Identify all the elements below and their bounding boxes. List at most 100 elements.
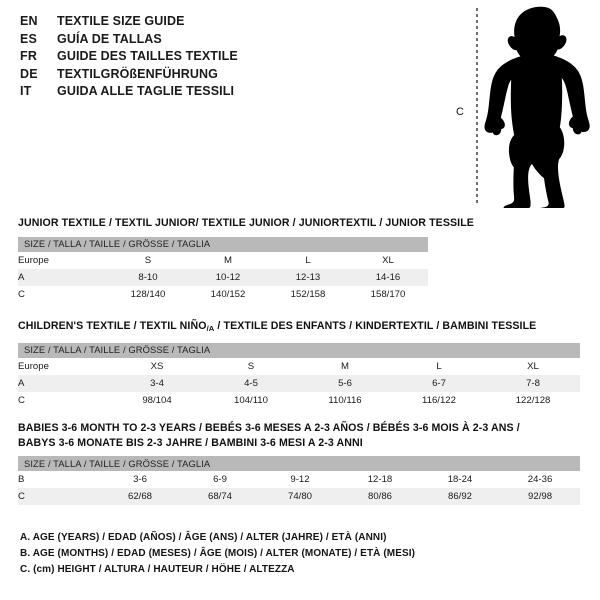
language-code: EN	[20, 14, 38, 28]
row-value: 3-4	[110, 374, 204, 392]
row-value: 110/116	[328, 394, 362, 406]
band-label: SIZE / TALLA / TAILLE / GRÖSSE / TAGLIA	[24, 457, 211, 469]
legend-line-b: B. AGE (MONTHS) / EDAD (MESES) / ÂGE (MO…	[20, 548, 416, 559]
band-cell: SIZE / TALLA / TAILLE / GRÖSSE / TAGLIA	[18, 236, 428, 252]
row-value: 14-16	[348, 268, 428, 286]
language-title: GUIDE DES TAILLES TEXTILE	[57, 49, 238, 63]
row-value: 62/68	[100, 488, 180, 505]
section-title-babies-line1: BABIES 3-6 MONTH TO 2-3 YEARS / BEBÉS 3-…	[18, 422, 520, 434]
band-cell: SIZE / TALLA / TAILLE / GRÖSSE / TAGLIA	[18, 456, 581, 471]
row-value: 128/140	[130, 288, 166, 300]
legend-line-a: A. AGE (YEARS) / EDAD (AÑOS) / ÂGE (ANS)…	[20, 532, 387, 543]
legend-line-c: C. (cm) HEIGHT / ALTURA / HAUTEUR / HÖHE…	[20, 564, 295, 575]
row-label: A	[18, 374, 110, 392]
row-value: L	[436, 360, 442, 372]
language-row: FR GUIDE DES TAILLES TEXTILE	[20, 49, 440, 67]
toddler-silhouette	[484, 6, 590, 208]
row-value: XS	[150, 360, 164, 372]
row-label: A	[18, 268, 108, 286]
table-row: A 3-4 4-5 5-6 6-7 7-8	[18, 374, 581, 392]
row-value: 12-13	[268, 268, 348, 286]
row-value: 86/92	[420, 488, 500, 505]
row-value: 104/110	[234, 394, 268, 406]
section-children-textile: CHILDREN'S TEXTILE / TEXTIL NIÑO/A / TEX…	[18, 319, 581, 409]
table-row: A 8-10 10-12 12-13 14-16	[18, 268, 428, 286]
row-value: 6-9	[213, 474, 227, 485]
children-size-table: SIZE / TALLA / TAILLE / GRÖSSE / TAGLIA …	[18, 342, 581, 409]
row-value: 6-7	[392, 374, 486, 392]
language-code: DE	[20, 66, 38, 81]
language-title-block: EN TEXTILE SIZE GUIDE ES GUÍA DE TALLAS …	[20, 14, 440, 102]
row-value: M	[341, 360, 349, 372]
junior-size-table: SIZE / TALLA / TAILLE / GRÖSSE / TAGLIA …	[18, 236, 428, 303]
height-dashed-line	[476, 8, 478, 206]
row-value: 10-12	[188, 268, 268, 286]
table-band-row: SIZE / TALLA / TAILLE / GRÖSSE / TAGLIA	[18, 236, 428, 252]
table-row: Europe S M L XL	[18, 252, 428, 269]
row-value: L	[305, 254, 311, 266]
row-value: 8-10	[108, 268, 188, 286]
section-title-babies-line2: BABYS 3-6 MONATE BIS 2-3 JAHRE / BAMBINI…	[18, 436, 363, 449]
row-value: 116/122	[422, 394, 456, 406]
row-value: 5-6	[298, 374, 392, 392]
table-band-row: SIZE / TALLA / TAILLE / GRÖSSE / TAGLIA	[18, 342, 581, 358]
row-value: 92/98	[500, 488, 581, 505]
section-title-children-sub: /A	[206, 324, 215, 333]
language-code: IT	[20, 84, 32, 98]
row-value: 74/80	[260, 488, 340, 505]
section-title-children: CHILDREN'S TEXTILE / TEXTIL NIÑO/A / TEX…	[18, 319, 580, 337]
language-row: ES GUÍA DE TALLAS	[20, 32, 440, 50]
row-value: XL	[527, 360, 539, 372]
language-title: TEXTILE SIZE GUIDE	[57, 14, 185, 28]
language-code: ES	[20, 31, 38, 46]
row-value: 158/170	[370, 288, 406, 300]
language-row: DE TEXTILGRÖßENFÜHRUNG	[20, 67, 440, 85]
row-value: 68/74	[180, 488, 260, 505]
row-value: 24-36	[527, 474, 553, 485]
row-value: 152/158	[290, 288, 326, 300]
row-value: S	[144, 254, 152, 266]
row-value: 18-24	[447, 474, 473, 485]
section-title-children-post: / TEXTILE DES ENFANTS / KINDERTEXTIL / B…	[214, 320, 537, 332]
section-title-junior: JUNIOR TEXTILE / TEXTIL JUNIOR/ TEXTILE …	[18, 217, 474, 229]
row-label: C	[18, 394, 25, 406]
language-row: IT GUIDA ALLE TAGLIE TESSILI	[20, 84, 440, 102]
language-row: EN TEXTILE SIZE GUIDE	[20, 14, 440, 32]
row-value: 140/152	[210, 288, 246, 300]
language-title: GUIDA ALLE TAGLIE TESSILI	[57, 84, 235, 98]
row-value: XL	[382, 254, 394, 266]
row-value: S	[247, 360, 255, 372]
section-junior-textile: JUNIOR TEXTILE / TEXTIL JUNIOR/ TEXTILE …	[18, 216, 474, 303]
band-label: SIZE / TALLA / TAILLE / GRÖSSE / TAGLIA	[24, 344, 211, 355]
table-row: B 3-6 6-9 9-12 12-18 18-24 24-36	[18, 471, 580, 488]
band-cell: SIZE / TALLA / TAILLE / GRÖSSE / TAGLIA	[18, 342, 581, 358]
row-label: Europe	[18, 360, 49, 372]
table-row: C 98/104 104/110 110/116 116/122 122/128	[18, 392, 580, 409]
row-value: 4-5	[204, 374, 298, 392]
row-value: 80/86	[340, 488, 420, 505]
row-label: B	[18, 474, 25, 485]
section-babies-textile: BABIES 3-6 MONTH TO 2-3 YEARS / BEBÉS 3-…	[18, 421, 581, 505]
row-label: C	[18, 288, 25, 300]
row-value: 122/128	[515, 394, 551, 406]
table-row: Europe XS S M L XL	[18, 358, 580, 375]
row-value: 9-12	[290, 474, 310, 485]
height-measurement-figure: C	[440, 0, 600, 215]
table-band-row: SIZE / TALLA / TAILLE / GRÖSSE / TAGLIA	[18, 456, 581, 471]
babies-size-table: SIZE / TALLA / TAILLE / GRÖSSE / TAGLIA …	[18, 456, 581, 505]
legend-block: A. AGE (YEARS) / EDAD (AÑOS) / ÂGE (ANS)…	[20, 530, 540, 578]
band-label: SIZE / TALLA / TAILLE / GRÖSSE / TAGLIA	[24, 238, 211, 249]
row-value: M	[224, 254, 232, 266]
row-label: C	[18, 488, 100, 505]
language-title: TEXTILGRÖßENFÜHRUNG	[57, 66, 218, 81]
language-title: GUÍA DE TALLAS	[57, 31, 162, 46]
section-title-children-pre: CHILDREN'S TEXTILE / TEXTIL NIÑO	[18, 320, 207, 332]
table-row: C 62/68 68/74 74/80 80/86 86/92 92/98	[18, 488, 581, 505]
row-label: Europe	[18, 254, 49, 266]
row-value: 7-8	[486, 374, 581, 392]
height-measure-label: C	[456, 106, 464, 118]
language-code: FR	[20, 49, 38, 63]
table-row: C 128/140 140/152 152/158 158/170	[18, 286, 428, 303]
row-value: 12-18	[367, 474, 393, 485]
row-value: 98/104	[142, 394, 172, 406]
